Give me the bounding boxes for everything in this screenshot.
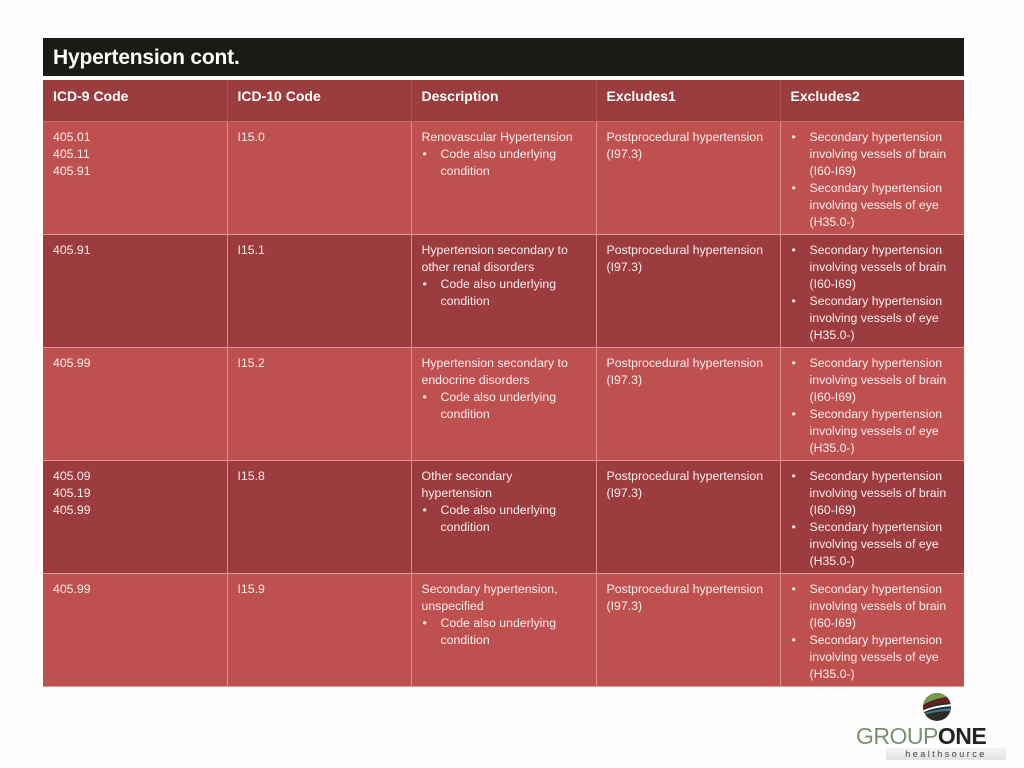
excludes2-bullet: Secondary hypertension involving vessels…: [791, 129, 955, 180]
icd10-cell: I15.1: [227, 234, 412, 348]
logo-word-one: ONE: [937, 723, 987, 749]
excludes2-bullet: Secondary hypertension involving vessels…: [791, 406, 955, 457]
icd9-code: 405.99: [53, 502, 91, 517]
excludes2-bullets: Secondary hypertension involving vessels…: [791, 129, 955, 231]
description-title: Other secondary hypertension: [421, 468, 513, 500]
excludes2-cell: Secondary hypertension involving vessels…: [780, 573, 964, 687]
table-header-row: ICD-9 Code ICD-10 Code Description Exclu…: [43, 80, 964, 122]
icd10-cell: I15.9: [227, 573, 412, 687]
description-title: Hypertension secondary to endocrine diso…: [421, 355, 568, 387]
swoosh-globe-icon: [923, 693, 951, 721]
icd9-code: 405.19: [53, 485, 91, 500]
icd9-code: 405.09: [53, 468, 91, 483]
excludes2-bullets: Secondary hypertension involving vessels…: [791, 355, 955, 457]
excludes1-cell: Postprocedural hypertension (I97.3): [596, 234, 781, 348]
description-cell: Hypertension secondary to other renal di…: [411, 234, 597, 348]
description-bullets: Code also underlying condition: [422, 146, 586, 180]
header-description: Description: [411, 80, 597, 122]
excludes2-bullets: Secondary hypertension involving vessels…: [791, 581, 955, 683]
description-bullet: Code also underlying condition: [422, 146, 586, 180]
excludes1-cell: Postprocedural hypertension (I97.3): [596, 347, 781, 461]
description-bullet: Code also underlying condition: [422, 276, 586, 310]
table-row: 405.99 I15.2 Hypertension secondary to e…: [43, 347, 964, 461]
excludes2-cell: Secondary hypertension involving vessels…: [780, 347, 964, 461]
excludes1-cell: Postprocedural hypertension (I97.3): [596, 460, 781, 574]
icd9-cell: 405.01 405.11 405.91: [43, 121, 228, 235]
excludes2-bullet: Secondary hypertension involving vessels…: [791, 468, 955, 519]
table-row: 405.01 405.11 405.91 I15.0 Renovascular …: [43, 121, 964, 235]
excludes2-cell: Secondary hypertension involving vessels…: [780, 460, 964, 574]
description-bullet: Code also underlying condition: [422, 615, 586, 649]
icd9-code: 405.91: [53, 242, 91, 257]
header-icd9: ICD-9 Code: [43, 80, 228, 122]
description-bullets: Code also underlying condition: [422, 615, 586, 649]
excludes2-bullet: Secondary hypertension involving vessels…: [791, 519, 955, 570]
icd9-cell: 405.91: [43, 234, 228, 348]
excludes2-bullets: Secondary hypertension involving vessels…: [791, 468, 955, 570]
icd10-cell: I15.0: [227, 121, 412, 235]
description-bullets: Code also underlying condition: [422, 276, 586, 310]
table-row: 405.09 405.19 405.99 I15.8 Other seconda…: [43, 460, 964, 574]
header-icd10: ICD-10 Code: [227, 80, 412, 122]
description-cell: Secondary hypertension, unspecified Code…: [411, 573, 597, 687]
logo-wordmark: GROUPONE: [856, 724, 1016, 748]
icd9-cell: 405.09 405.19 405.99: [43, 460, 228, 574]
excludes2-bullets: Secondary hypertension involving vessels…: [791, 242, 955, 344]
table-row: 405.91 I15.1 Hypertension secondary to o…: [43, 234, 964, 348]
table-row: 405.99 I15.9 Secondary hypertension, uns…: [43, 573, 964, 687]
description-bullet: Code also underlying condition: [422, 389, 586, 423]
excludes2-bullet: Secondary hypertension involving vessels…: [791, 632, 955, 683]
excludes2-cell: Secondary hypertension involving vessels…: [780, 121, 964, 235]
description-bullets: Code also underlying condition: [422, 502, 586, 536]
header-excludes2: Excludes2: [780, 80, 964, 122]
description-title: Renovascular Hypertension: [421, 129, 573, 144]
icd9-code: 405.11: [53, 146, 90, 161]
description-bullets: Code also underlying condition: [422, 389, 586, 423]
logo-tagline: healthsource: [886, 748, 1006, 760]
icd9-cell: 405.99: [43, 573, 228, 687]
header-excludes1: Excludes1: [596, 80, 781, 122]
excludes2-bullet: Secondary hypertension involving vessels…: [791, 293, 955, 344]
icd9-code: 405.99: [53, 581, 91, 596]
icd9-code: 405.99: [53, 355, 91, 370]
groupone-logo: GROUPONE healthsource: [856, 692, 1016, 762]
excludes1-cell: Postprocedural hypertension (I97.3): [596, 121, 781, 235]
description-cell: Other secondary hypertension Code also u…: [411, 460, 597, 574]
excludes1-cell: Postprocedural hypertension (I97.3): [596, 573, 781, 687]
slide-title-bar: Hypertension cont.: [43, 38, 964, 78]
excludes2-bullet: Secondary hypertension involving vessels…: [791, 355, 955, 406]
icd9-code: 405.91: [53, 163, 91, 178]
icd10-cell: I15.8: [227, 460, 412, 574]
description-bullet: Code also underlying condition: [422, 502, 586, 536]
icd-code-table: ICD-9 Code ICD-10 Code Description Exclu…: [43, 80, 964, 687]
excludes2-cell: Secondary hypertension involving vessels…: [780, 234, 964, 348]
excludes2-bullet: Secondary hypertension involving vessels…: [791, 242, 955, 293]
slide-title: Hypertension cont.: [53, 46, 240, 69]
logo-word-group: GROUP: [856, 723, 938, 749]
icd9-code: 405.01: [53, 129, 91, 144]
excludes2-bullet: Secondary hypertension involving vessels…: [791, 180, 955, 231]
description-cell: Renovascular Hypertension Code also unde…: [411, 121, 597, 235]
description-cell: Hypertension secondary to endocrine diso…: [411, 347, 597, 461]
description-title: Secondary hypertension, unspecified: [421, 581, 558, 613]
excludes2-bullet: Secondary hypertension involving vessels…: [791, 581, 955, 632]
icd9-cell: 405.99: [43, 347, 228, 461]
icd10-cell: I15.2: [227, 347, 412, 461]
description-title: Hypertension secondary to other renal di…: [421, 242, 568, 274]
